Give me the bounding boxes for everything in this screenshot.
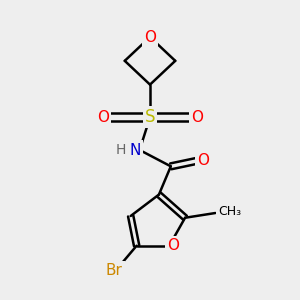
Text: O: O	[97, 110, 109, 125]
Text: H: H	[116, 143, 126, 157]
Text: O: O	[144, 30, 156, 45]
Text: N: N	[130, 142, 141, 158]
Text: Br: Br	[106, 263, 123, 278]
Text: O: O	[167, 238, 179, 253]
Text: O: O	[197, 153, 209, 168]
Text: O: O	[191, 110, 203, 125]
Text: S: S	[145, 108, 155, 126]
Text: CH₃: CH₃	[218, 205, 241, 218]
